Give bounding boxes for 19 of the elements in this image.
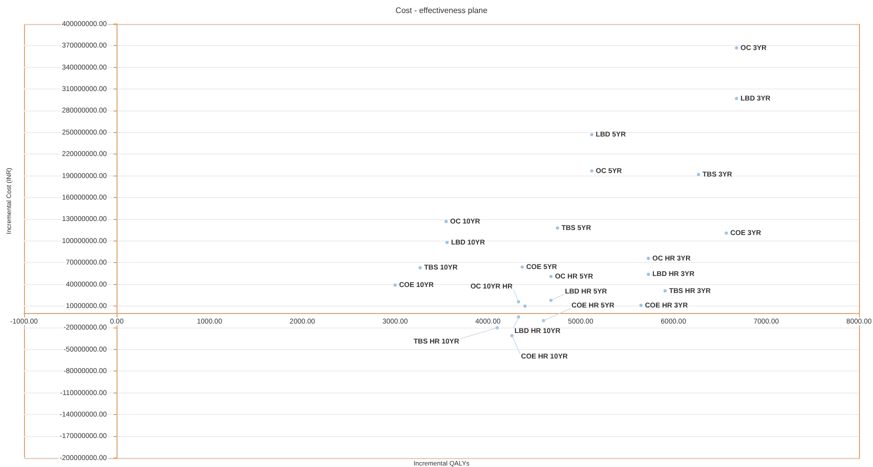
point	[394, 284, 397, 287]
point	[445, 240, 449, 244]
point	[523, 304, 527, 308]
point	[724, 231, 728, 235]
point	[639, 304, 643, 307]
point	[444, 220, 448, 224]
point	[646, 272, 650, 276]
point	[549, 274, 553, 278]
point	[418, 266, 422, 270]
point	[663, 289, 667, 293]
point	[520, 265, 524, 269]
point	[590, 169, 594, 172]
point	[556, 226, 560, 230]
point	[734, 96, 738, 100]
point	[590, 133, 594, 136]
point	[646, 256, 650, 260]
point	[696, 172, 700, 176]
chart-title: Cost - effectiveness plane	[396, 6, 488, 16]
point	[734, 46, 738, 50]
